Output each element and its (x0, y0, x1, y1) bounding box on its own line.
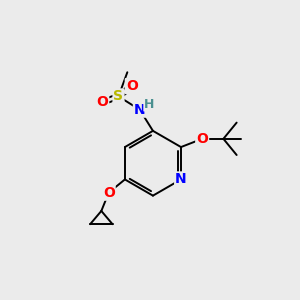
Text: H: H (144, 98, 154, 111)
Text: O: O (126, 79, 138, 93)
Text: O: O (96, 95, 108, 109)
Text: N: N (134, 103, 146, 117)
Text: O: O (196, 132, 208, 146)
Text: O: O (103, 186, 115, 200)
Text: S: S (113, 89, 124, 103)
Text: N: N (175, 172, 187, 186)
